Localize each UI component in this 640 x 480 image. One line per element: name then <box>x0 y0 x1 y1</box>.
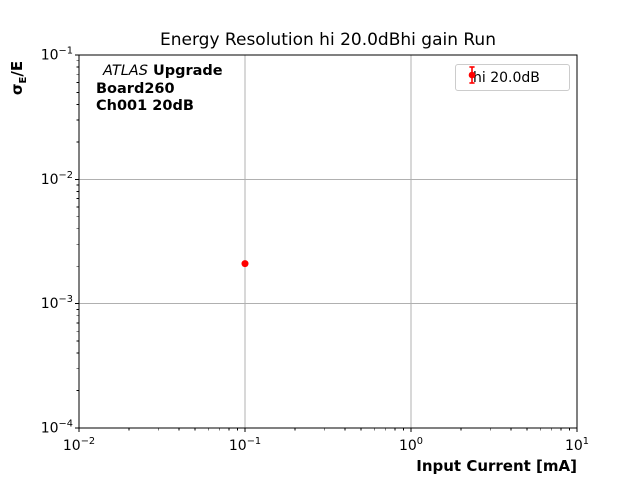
x-axis-label: Input Current [mA] <box>416 457 577 475</box>
annotation-block: ATLAS Upgrade Board260 Ch001 20dB <box>96 63 223 116</box>
errorbar-marker-icon <box>468 66 476 84</box>
ylabel-subscript: E <box>18 76 29 84</box>
x-tick-label: 100 <box>399 436 423 454</box>
ylabel-rest: /E <box>8 60 26 77</box>
y-tick-label: 10−4 <box>41 419 73 437</box>
y-tick-label: 10−2 <box>41 170 73 188</box>
y-axis-label: σE/E <box>8 48 29 108</box>
annotation-line-3: Ch001 20dB <box>96 98 194 114</box>
legend-label: hi 20.0dB <box>473 69 540 86</box>
annotation-atlas: ATLAS <box>103 63 148 79</box>
x-tick-label: 101 <box>565 436 589 454</box>
chart-title: Energy Resolution hi 20.0dBhi gain Run <box>160 30 496 50</box>
annotation-upgrade: Upgrade <box>152 63 223 79</box>
x-tick-label: 10−2 <box>63 436 95 454</box>
legend: hi 20.0dB <box>455 64 570 91</box>
y-tick-label: 10−1 <box>41 46 73 64</box>
data-point <box>241 260 249 268</box>
axes-spines <box>78 54 578 429</box>
ylabel-sigma: σ <box>8 83 26 96</box>
annotation-line-2: Board260 <box>96 80 175 97</box>
x-tick-label: 10−1 <box>229 436 261 454</box>
annotation-line-1: ATLAS Upgrade <box>96 63 223 81</box>
y-tick-label: 10−3 <box>41 294 73 312</box>
